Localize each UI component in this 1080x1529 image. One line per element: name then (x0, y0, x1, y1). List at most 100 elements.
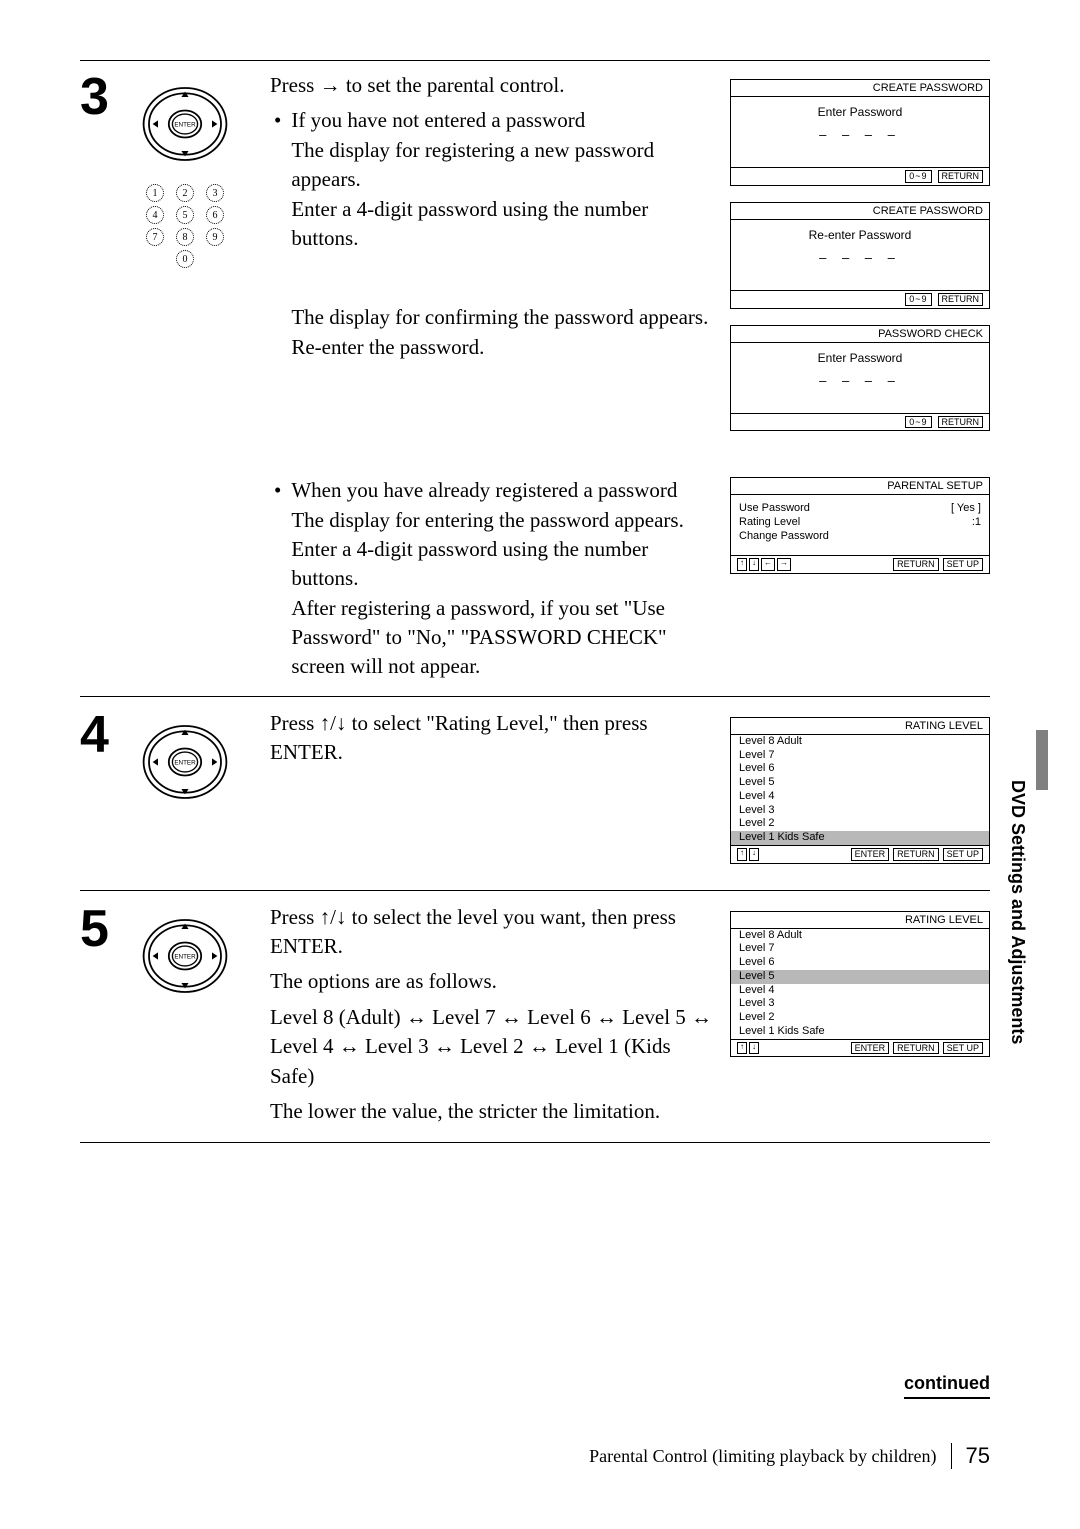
page-number: 75 (951, 1443, 990, 1469)
step-number: 4 (80, 709, 140, 880)
step-body: Press → to set the parental control. If … (270, 71, 730, 686)
level-item: Level 8 Adult (731, 929, 989, 943)
step-4: 4 ENTER Press ↑/↓ to select "Rating Leve… (80, 709, 990, 880)
step-icons: ENTER 123 456 789 0 (140, 71, 270, 686)
screen-column: CREATE PASSWORD Enter Password – – – – 0… (730, 71, 990, 686)
bullet-text: The display for entering the password ap… (291, 506, 718, 535)
step-body: Press ↑/↓ to select "Rating Level," then… (270, 709, 730, 880)
numpad-key: 2 (176, 184, 194, 202)
screen-create-password: CREATE PASSWORD Enter Password – – – – 0… (730, 79, 990, 186)
level-item: Level 7 (731, 942, 989, 956)
remote-icon: ENTER (140, 717, 230, 807)
screen-create-password-2: CREATE PASSWORD Re-enter Password – – – … (730, 202, 990, 309)
row-label: Change Password (739, 530, 829, 542)
setup-key: SET UP (943, 848, 983, 861)
bullet-title: When you have already registered a passw… (291, 476, 718, 505)
return-key: RETURN (938, 170, 984, 183)
row-label: Use Password (739, 502, 810, 514)
step-number: 5 (80, 903, 140, 1133)
screen-dashes: – – – – (741, 127, 979, 142)
continued-label: continued (904, 1373, 990, 1399)
top-rule (80, 60, 990, 61)
numpad-key: 9 (206, 228, 224, 246)
svg-text:ENTER: ENTER (174, 122, 196, 129)
level-item: Level 5 (731, 776, 989, 790)
bullet: If you have not entered a password The d… (270, 106, 718, 362)
setup-key: SET UP (943, 1042, 983, 1055)
bullet-text: Re-enter the password. (291, 333, 718, 362)
screen-prompt: Enter Password (741, 351, 979, 365)
bullet-text: Enter a 4-digit password using the numbe… (291, 195, 718, 254)
return-key: RETURN (938, 416, 984, 429)
step-number: 3 (80, 71, 140, 686)
numpad-key: 3 (206, 184, 224, 202)
return-key: RETURN (893, 848, 939, 861)
level-item: Level 2 (731, 1011, 989, 1025)
screen-dashes: – – – – (741, 373, 979, 388)
step-body: Press ↑/↓ to select the level you want, … (270, 903, 730, 1133)
key-hint: 0~9 (905, 170, 931, 183)
bullet: When you have already registered a passw… (270, 476, 718, 682)
screen-rating-level: RATING LEVEL Level 8 AdultLevel 7Level 6… (730, 717, 990, 864)
row-label: Rating Level (739, 516, 800, 528)
level-item: Level 5 (731, 970, 989, 984)
section-rule (80, 890, 990, 891)
screen-column: RATING LEVEL Level 8 AdultLevel 7Level 6… (730, 709, 990, 880)
level-list: Level 8 AdultLevel 7Level 6Level 5Level … (731, 735, 989, 845)
screen-rating-level-2: RATING LEVEL Level 8 AdultLevel 7Level 6… (730, 911, 990, 1058)
step-icons: ENTER (140, 903, 270, 1133)
return-key: RETURN (893, 558, 939, 571)
step-intro: Press → to set the parental control. (270, 71, 718, 100)
return-key: RETURN (938, 293, 984, 306)
screen-password-check: PASSWORD CHECK Enter Password – – – – 0~… (730, 325, 990, 432)
nav-icons: ↑↓ (737, 1042, 759, 1055)
bullet-title: If you have not entered a password (291, 106, 718, 135)
bullet-text: The display for registering a new passwo… (291, 136, 718, 195)
numpad-icon: 123 456 789 0 (140, 184, 230, 268)
screen-prompt: Re-enter Password (741, 228, 979, 242)
level-item: Level 2 (731, 817, 989, 831)
step-3: 3 ENTER 123 456 789 0 Press → to set the… (80, 71, 990, 686)
level-item: Level 7 (731, 749, 989, 763)
level-item: Level 1 Kids Safe (731, 1025, 989, 1039)
step-text: The options are as follows. (270, 967, 718, 996)
screen-column: RATING LEVEL Level 8 AdultLevel 7Level 6… (730, 903, 990, 1133)
bullet-text: The display for confirming the password … (291, 303, 718, 332)
section-rule (80, 1142, 990, 1143)
remote-icon: ENTER (140, 911, 230, 1001)
numpad-key: 0 (176, 250, 194, 268)
level-item: Level 4 (731, 790, 989, 804)
nav-icons: ↑↓ (737, 848, 759, 861)
numpad-key: 7 (146, 228, 164, 246)
level-item: Level 1 Kids Safe (731, 831, 989, 845)
row-value: [ Yes ] (951, 502, 981, 514)
svg-text:ENTER: ENTER (174, 953, 196, 960)
setup-key: SET UP (943, 558, 983, 571)
svg-text:ENTER: ENTER (174, 760, 196, 767)
step-text: Level 8 (Adult) ↔ Level 7 ↔ Level 6 ↔ Le… (270, 1003, 718, 1091)
level-list: Level 8 AdultLevel 7Level 6Level 5Level … (731, 929, 989, 1039)
key-hint: 0~9 (905, 293, 931, 306)
key-hint: 0~9 (905, 416, 931, 429)
step-text: Press ↑/↓ to select "Rating Level," then… (270, 709, 718, 768)
step-icons: ENTER (140, 709, 270, 880)
side-tab-marker (1036, 730, 1048, 790)
numpad-key: 8 (176, 228, 194, 246)
level-item: Level 8 Adult (731, 735, 989, 749)
enter-key: ENTER (851, 1042, 890, 1055)
remote-icon: ENTER (140, 79, 230, 169)
footer-text: Parental Control (limiting playback by c… (589, 1446, 936, 1467)
row-value: :1 (972, 516, 981, 528)
page-footer: Parental Control (limiting playback by c… (589, 1443, 990, 1469)
level-item: Level 3 (731, 997, 989, 1011)
screen-title: RATING LEVEL (731, 718, 989, 735)
numpad-key: 5 (176, 206, 194, 224)
step-5: 5 ENTER Press ↑/↓ to select the level yo… (80, 903, 990, 1133)
screen-title: RATING LEVEL (731, 912, 989, 929)
section-rule (80, 696, 990, 697)
level-item: Level 6 (731, 762, 989, 776)
bullet-text: After registering a password, if you set… (291, 594, 718, 682)
screen-dashes: – – – – (741, 250, 979, 265)
return-key: RETURN (893, 1042, 939, 1055)
bullet-text: Enter a 4-digit password using the numbe… (291, 535, 718, 594)
